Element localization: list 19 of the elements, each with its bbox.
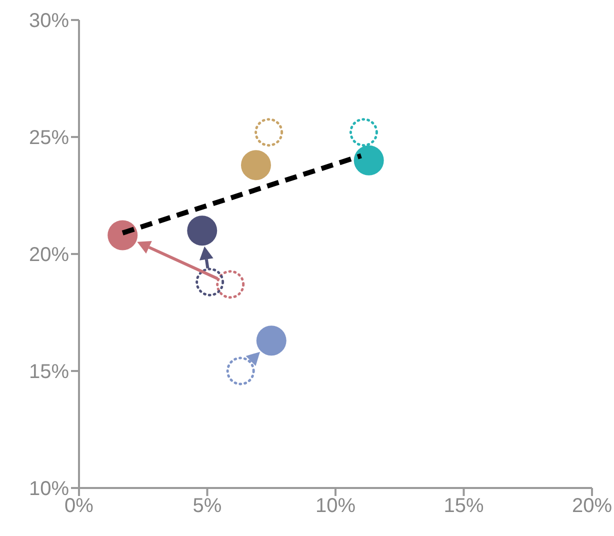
x-tick-label: 0% <box>64 495 94 518</box>
y-tick-label: 15% <box>28 361 70 384</box>
point <box>354 145 384 176</box>
y-tick-label: 20% <box>28 244 70 266</box>
x-tick-label: 15% <box>444 495 484 518</box>
x-tick-label: 10% <box>315 495 356 518</box>
point <box>216 270 245 299</box>
x-tick-label: 20% <box>572 495 612 518</box>
point <box>256 326 286 356</box>
y-tick-label: 25% <box>28 127 70 150</box>
y-tick-label: 30% <box>28 10 70 32</box>
point <box>187 216 218 246</box>
x-tick-label: 5% <box>192 495 222 518</box>
point <box>196 268 224 296</box>
point <box>240 150 271 180</box>
point <box>108 220 138 250</box>
point <box>226 356 255 386</box>
point <box>254 118 284 147</box>
point <box>349 118 378 147</box>
